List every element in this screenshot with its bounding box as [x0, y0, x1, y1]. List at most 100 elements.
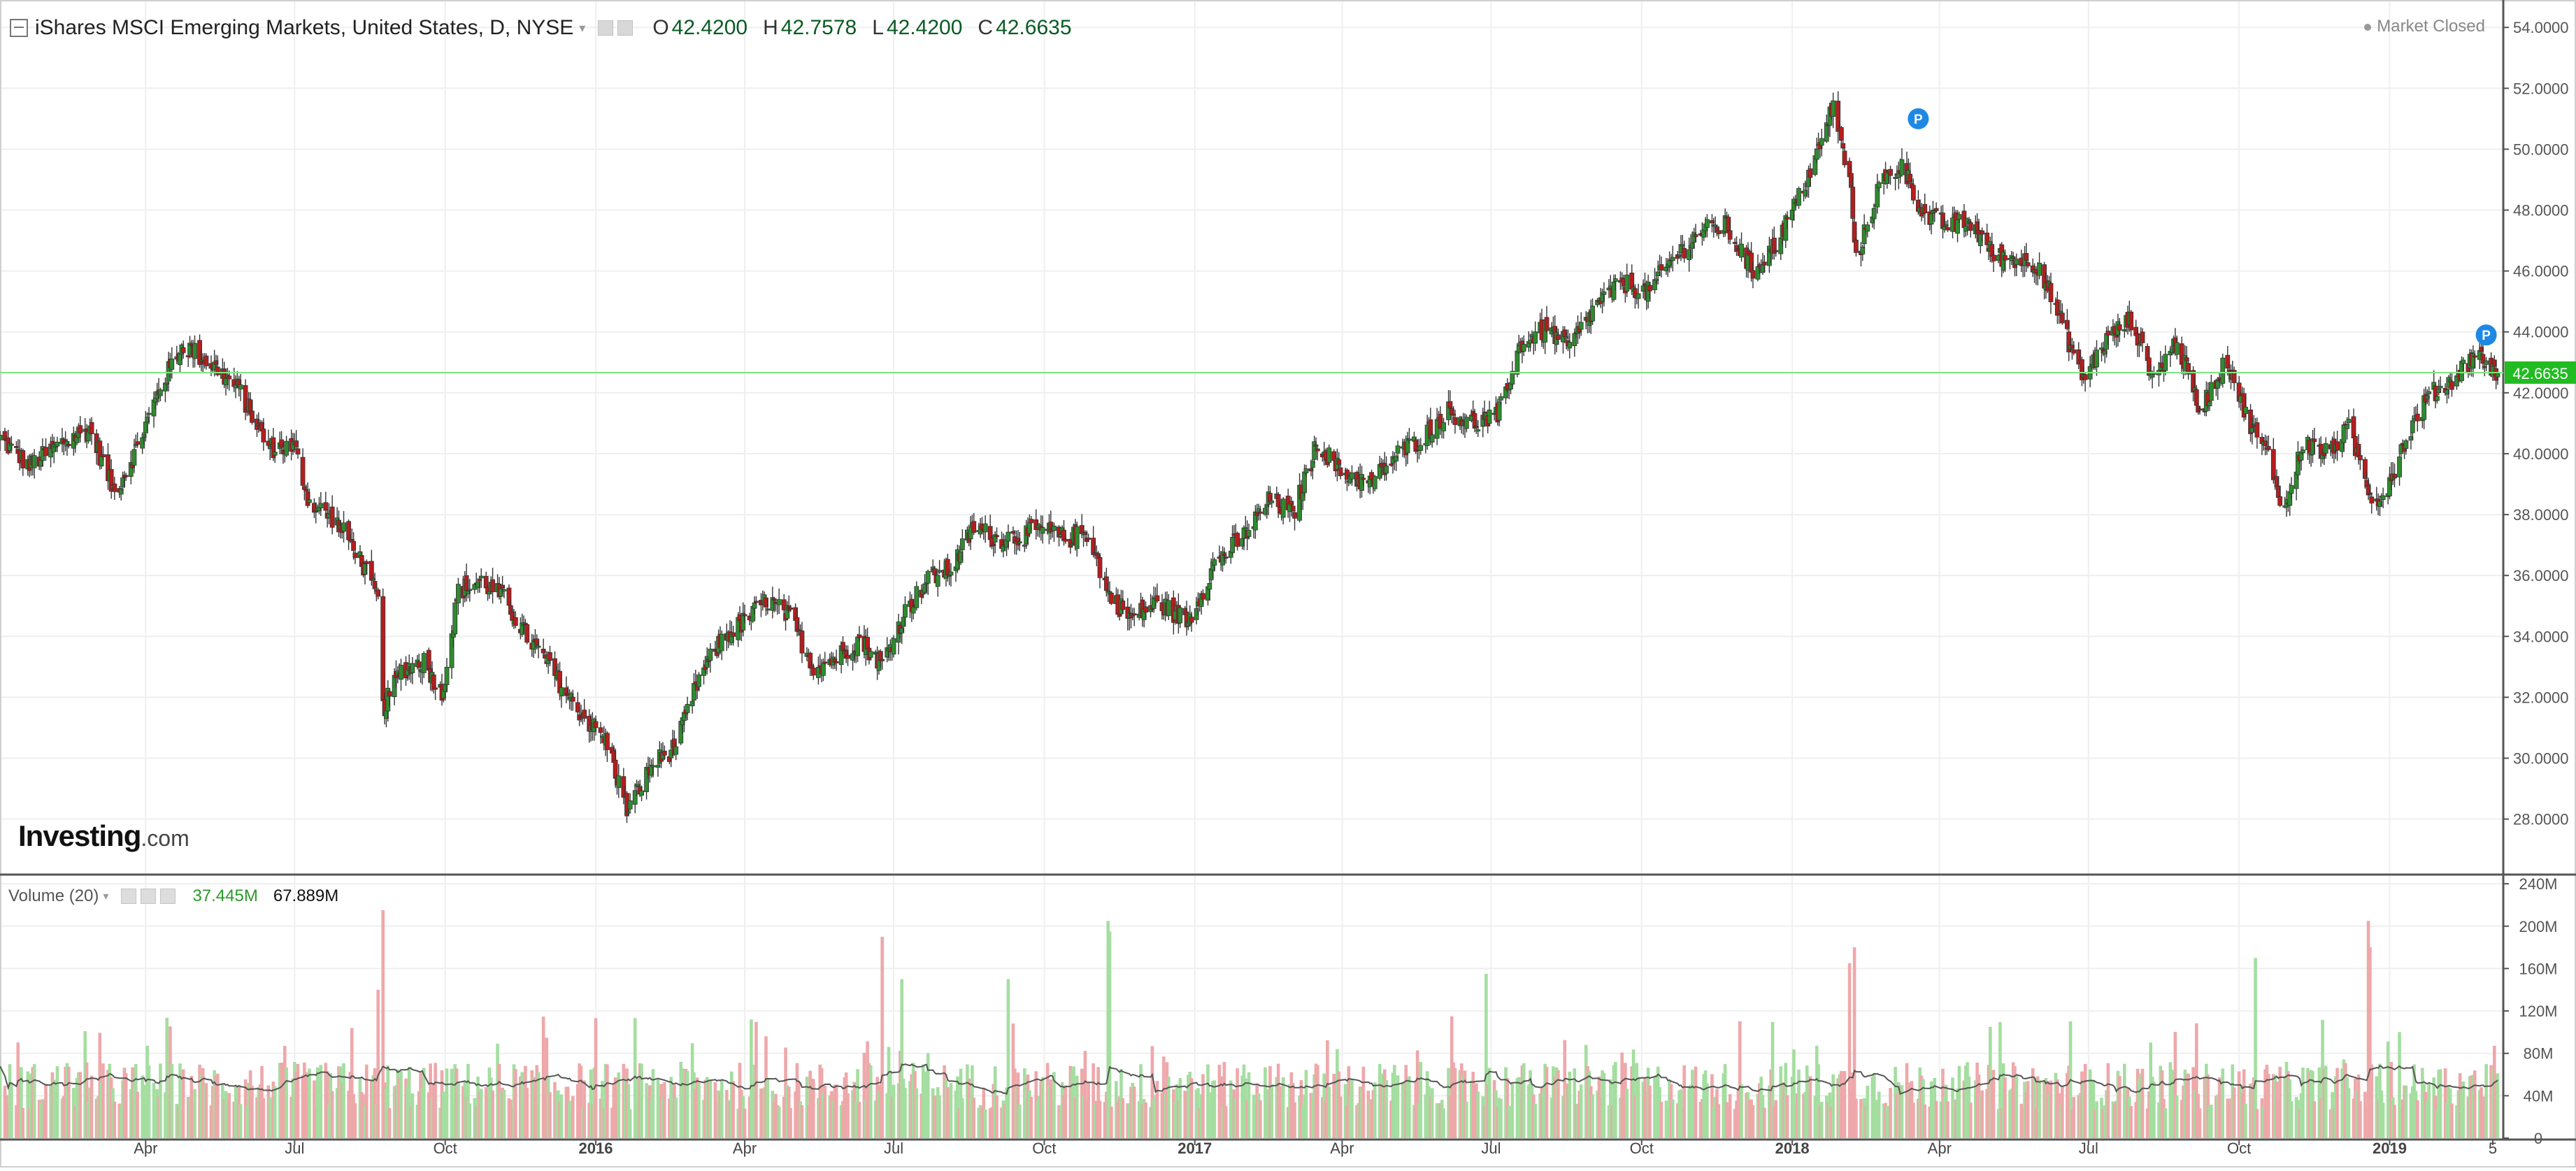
volume-bar — [1355, 1105, 1359, 1138]
candle-body — [112, 483, 117, 492]
candle-body — [2346, 419, 2352, 423]
candle-body — [1447, 401, 1453, 409]
settings-icon[interactable] — [141, 889, 157, 904]
candle-body — [1464, 417, 1469, 429]
volume-bar — [2000, 1108, 2004, 1138]
volume-bar — [365, 1064, 368, 1138]
eye-icon[interactable] — [121, 889, 137, 904]
x-tick-label: Oct — [2227, 1140, 2251, 1157]
volume-bar — [1236, 1068, 1239, 1138]
volume-bar — [982, 1088, 986, 1138]
volume-bar — [2347, 1088, 2351, 1138]
volume-bar — [2455, 1105, 2459, 1138]
candle — [910, 600, 916, 620]
candle-body — [593, 721, 599, 728]
volume-bar — [1270, 1084, 1274, 1138]
candle — [524, 622, 530, 645]
volume-ma-value: 67.889M — [273, 886, 339, 905]
candle-body — [1178, 607, 1183, 624]
candle — [1361, 475, 1366, 487]
volume-bar — [1854, 1098, 1858, 1138]
volume-bar — [2103, 1105, 2107, 1138]
volume-bar — [717, 1090, 720, 1138]
volume-bar — [1526, 1084, 1531, 1138]
chevron-down-icon[interactable]: ▾ — [103, 891, 109, 903]
symbol-title[interactable]: iShares MSCI Emerging Markets, United St… — [35, 16, 574, 39]
candle-body — [2184, 357, 2189, 361]
volume-bar — [1473, 1084, 1477, 1138]
volume-bar — [1872, 1074, 1876, 1138]
volume-bar — [1864, 1107, 1868, 1138]
candle — [536, 640, 541, 659]
candle-body — [1784, 217, 1790, 220]
volume-bar — [1831, 1074, 1835, 1138]
candle — [2071, 340, 2077, 356]
volume-bar — [478, 1092, 482, 1138]
volume-bar — [452, 1105, 455, 1138]
volume-bar — [422, 1068, 426, 1138]
volume-bar — [759, 1089, 763, 1138]
volume-bar — [1332, 1074, 1336, 1138]
volume-bar — [376, 989, 380, 1138]
candle-body — [948, 571, 954, 576]
candle — [1590, 298, 1595, 325]
candle-body — [2484, 360, 2489, 365]
candle — [1601, 282, 1607, 307]
volume-bar — [777, 1106, 781, 1138]
volume-bar — [2345, 1077, 2349, 1138]
candle-body — [1201, 593, 1205, 600]
volume-bar — [2105, 1090, 2108, 1138]
candle — [352, 551, 358, 564]
candle — [78, 416, 83, 443]
volume-bar — [772, 1101, 776, 1138]
candle-body — [1922, 203, 1928, 214]
volume-bar — [1001, 1100, 1006, 1138]
volume-bar — [795, 1063, 799, 1138]
volume-bar — [697, 1083, 701, 1138]
volume-bar — [1519, 1098, 1522, 1138]
chevron-down-icon[interactable]: ▾ — [579, 20, 586, 35]
candle-body — [2003, 255, 2008, 261]
volume-bar — [1645, 1091, 1649, 1138]
volume-bar — [2184, 1075, 2189, 1138]
candle-body — [375, 589, 381, 597]
volume-bar — [2283, 1076, 2287, 1138]
volume-bar — [1188, 1072, 1192, 1138]
candle-body — [971, 521, 977, 533]
volume-bar — [2023, 1082, 2026, 1138]
volume-bar — [1252, 1094, 1256, 1138]
candle — [1968, 219, 1973, 238]
volume-bar — [392, 1086, 396, 1138]
candle — [444, 658, 450, 693]
close-icon[interactable] — [160, 889, 176, 904]
volume-bar — [147, 1065, 151, 1138]
volume-bar — [890, 1096, 894, 1138]
eye-icon[interactable] — [598, 20, 614, 36]
volume-bar — [2198, 1108, 2202, 1138]
candle-body — [810, 668, 816, 676]
candle — [1452, 410, 1458, 434]
volume-bar — [1670, 1099, 1675, 1138]
volume-bar — [1861, 1108, 1865, 1138]
y-tick-label: 34.0000 — [2513, 628, 2569, 645]
candle-body — [1498, 396, 1503, 401]
candle-body — [1659, 264, 1664, 271]
volume-bar — [87, 1102, 90, 1138]
volume-bar — [2319, 1098, 2323, 1138]
volume-bar — [1391, 1072, 1395, 1138]
settings-icon[interactable] — [617, 20, 634, 36]
volume-bar — [1633, 1095, 1637, 1138]
volume-bar — [1859, 1099, 1863, 1138]
volume-bar — [2047, 1094, 2051, 1138]
collapse-icon[interactable] — [10, 19, 28, 37]
ohlc-low: L 42.4200 — [872, 16, 963, 39]
volume-bar — [1083, 1051, 1087, 1138]
ohlc-close: C 42.6635 — [978, 16, 1072, 39]
candle — [101, 446, 106, 461]
candle — [982, 515, 988, 543]
volume-title[interactable]: Volume (20) — [8, 886, 99, 905]
volume-bar — [1175, 1084, 1179, 1138]
candle — [935, 568, 940, 597]
volume-bar — [501, 1087, 504, 1138]
